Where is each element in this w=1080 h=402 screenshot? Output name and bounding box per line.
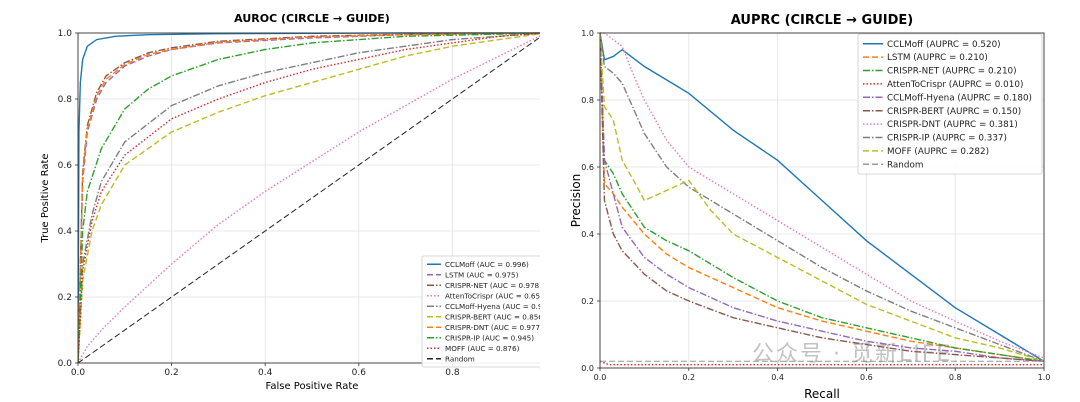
y-tick-label: 0.0 <box>58 359 73 369</box>
legend-label: CRISPR-BERT (AUC = 0.856) <box>445 312 540 321</box>
legend <box>857 33 1043 175</box>
series-line <box>78 36 540 364</box>
series-line <box>78 32 540 364</box>
series-line <box>78 32 540 364</box>
y-tick-label: 1.0 <box>58 29 73 39</box>
chart-title: AUROC (CIRCLE → GUIDE) <box>234 12 390 25</box>
legend-label: CRISPR-DNT (AUPRC = 0.381) <box>887 120 1018 130</box>
legend-label: Random <box>445 354 475 363</box>
series-line <box>600 32 1044 362</box>
y-axis-label: Precision <box>569 174 583 228</box>
x-tick-label: 0.6 <box>860 373 873 382</box>
legend-label: CRISPR-BERT (AUPRC = 0.150) <box>887 107 1021 117</box>
series-line <box>78 33 540 364</box>
auprc-chart: AUPRC (CIRCLE → GUIDE) 0.0 0.2 0.4 0.6 0.8 1.0… <box>569 13 1051 401</box>
y-tick-label: 0.8 <box>58 95 73 105</box>
x-axis-label: False Positive Rate <box>266 381 359 392</box>
x-tick-label: 0.4 <box>771 373 784 382</box>
series-line <box>600 360 1044 366</box>
legend-label: LSTM (AUC = 0.975) <box>445 270 519 279</box>
legend-label: CRISPR-DNT (AUC = 0.977) <box>445 323 540 332</box>
legend-label: AttenToCrispr (AUPRC = 0.010) <box>887 80 1023 90</box>
legend-label: CCLMoff-Hyena (AUC = 0.904) <box>445 302 540 311</box>
series-line <box>600 32 1044 362</box>
y-tick-label: 1.0 <box>581 29 594 38</box>
legend-label: CCLMoff (AUC = 0.996) <box>445 260 529 269</box>
x-tick-label: 0.0 <box>71 368 86 378</box>
legend <box>421 255 540 368</box>
x-tick-label: 0.2 <box>682 373 695 382</box>
y-tick-label: 0.8 <box>581 96 594 105</box>
legend-label: CRISPR-NET (AUPRC = 0.210) <box>887 67 1017 77</box>
x-axis-label: Recall <box>804 387 840 401</box>
auroc-chart: AUROC (CIRCLE → GUIDE) 0.0 0.2 0.4 0.6 0.8 1.0… <box>40 12 540 392</box>
x-tick-label: 0.6 <box>352 368 367 378</box>
legend-label: CRISPR-IP (AUPRC = 0.337) <box>887 134 1007 144</box>
y-tick-label: 0.0 <box>581 364 594 373</box>
y-tick-label: 0.6 <box>581 163 594 172</box>
legend-label: MOFF (AUPRC = 0.282) <box>887 147 989 157</box>
x-tick-label: 0.0 <box>594 373 607 382</box>
y-tick-label: 0.4 <box>581 230 594 239</box>
x-tick-label: 0.8 <box>445 368 460 378</box>
y-axis-label: True Positive Rate <box>40 153 51 243</box>
series-line <box>600 32 1044 362</box>
legend-label: AttenToCrispr (AUC = 0.650) <box>445 291 540 300</box>
x-tick-label: 0.4 <box>258 368 273 378</box>
series-line <box>600 32 1044 362</box>
series-line <box>78 32 540 364</box>
x-tick-label: 0.8 <box>949 373 962 382</box>
legend-label: Random <box>887 160 923 170</box>
series-line <box>78 32 540 364</box>
legend-label: CRISPR-IP (AUC = 0.945) <box>445 333 534 342</box>
y-tick-label: 0.6 <box>58 161 73 171</box>
series-line <box>600 32 1044 362</box>
series-line <box>78 35 540 364</box>
x-tick-label: 1.0 <box>539 368 540 378</box>
legend-label: CRISPR-NET (AUC = 0.978) <box>445 281 540 290</box>
plot-frame <box>599 32 1045 369</box>
series-line <box>600 32 1044 359</box>
legend-label: CCLMoff-Hyena (AUPRC = 0.180) <box>887 93 1032 103</box>
y-tick-label: 0.2 <box>58 293 72 303</box>
legend-label: LSTM (AUPRC = 0.210) <box>887 53 988 63</box>
x-tick-label: 1.0 <box>1038 373 1051 382</box>
series-line <box>78 32 540 364</box>
y-tick-label: 0.4 <box>58 227 73 237</box>
x-tick-label: 0.2 <box>164 368 178 378</box>
legend-label: CCLMoff (AUPRC = 0.520) <box>887 40 1001 50</box>
legend-label: MOFF (AUC = 0.876) <box>445 344 520 353</box>
series-line <box>600 32 1044 362</box>
chart-title: AUPRC (CIRCLE → GUIDE) <box>731 13 913 28</box>
y-tick-label: 0.2 <box>581 297 594 306</box>
plot-frame <box>77 32 540 364</box>
